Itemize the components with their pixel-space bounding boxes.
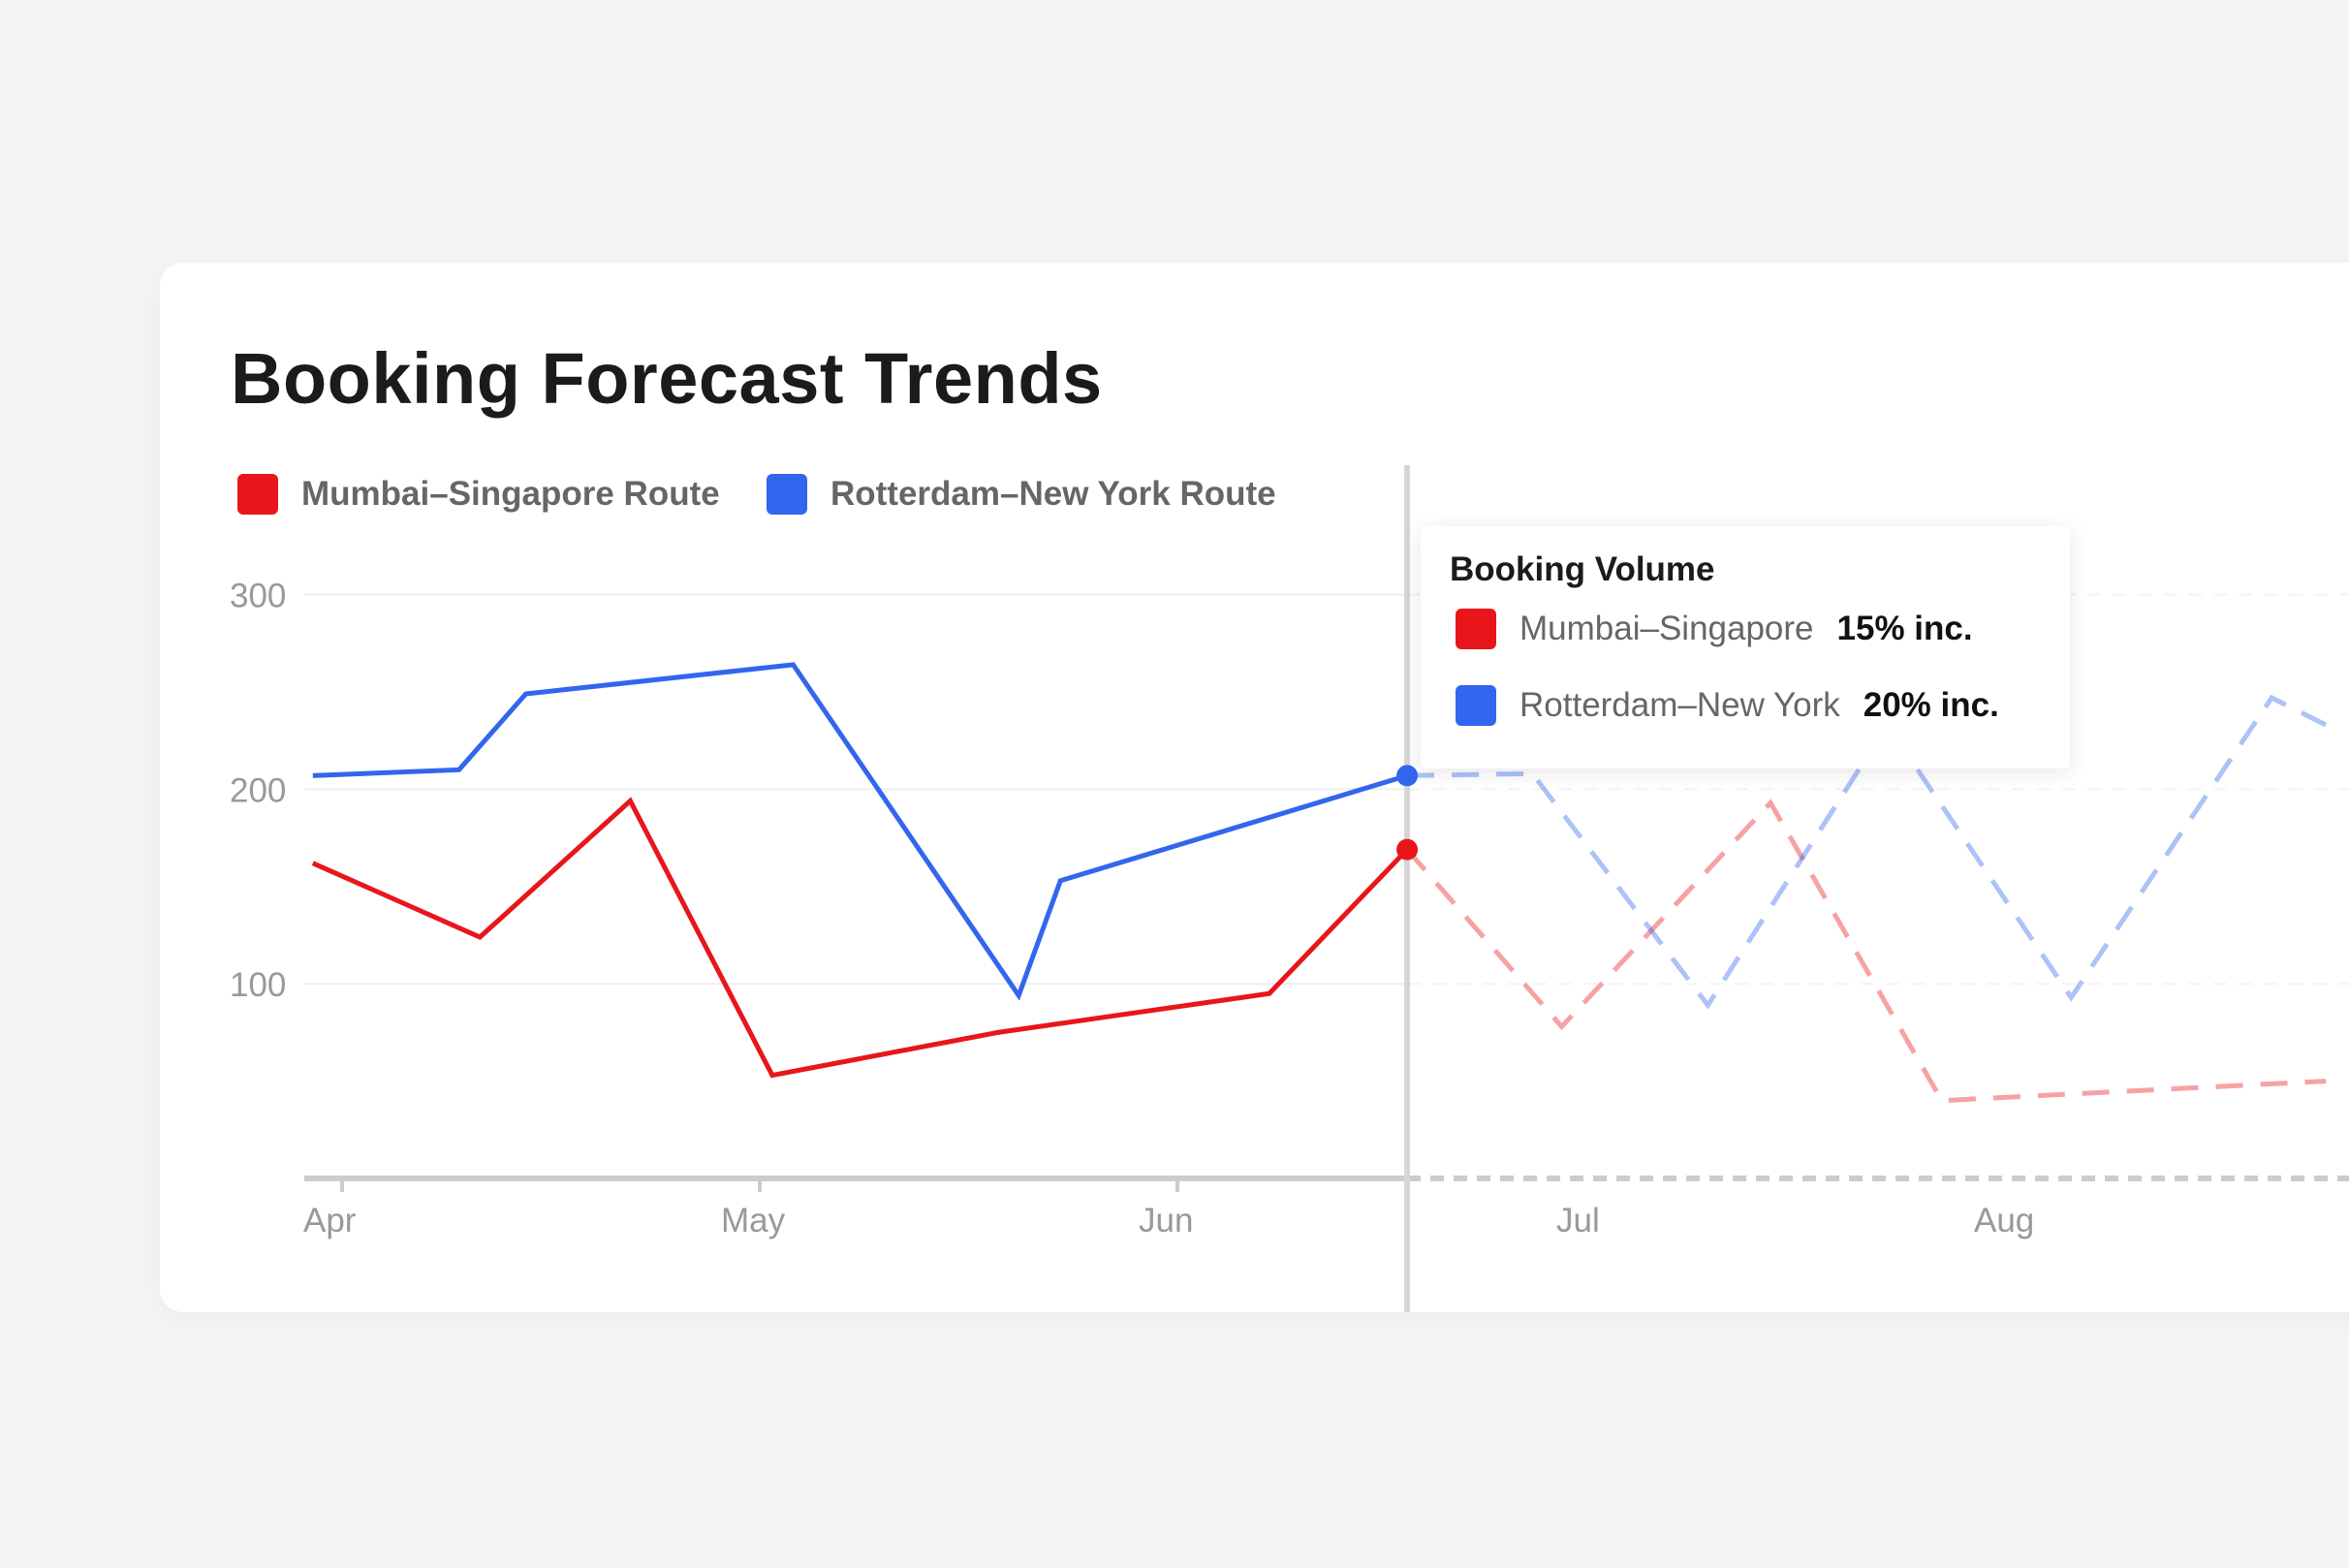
tooltip-series-value-0: 15% inc.: [1836, 610, 1973, 647]
tooltip-title: Booking Volume: [1450, 550, 1715, 588]
legend-item-mumbai-singapore[interactable]: Mumbai–Singapore Route: [237, 471, 720, 517]
y-tick-label-300: 300: [230, 578, 286, 615]
tooltip-series-name-0: Mumbai–Singapore: [1519, 610, 1814, 647]
legend-swatch-mumbai-singapore: [237, 474, 278, 515]
x-tick-label-apr: Apr: [303, 1202, 357, 1239]
x-tick-label-jun: Jun: [1139, 1202, 1193, 1239]
legend-label-rotterdam-new-york: Rotterdam–New York Route: [830, 475, 1276, 513]
y-tick-label-200: 200: [230, 771, 286, 809]
legend-label-mumbai-singapore: Mumbai–Singapore Route: [301, 475, 720, 513]
legend-item-rotterdam-new-york[interactable]: Rotterdam–New York Route: [767, 471, 1276, 517]
y-tick-label-100: 100: [230, 966, 286, 1004]
series-forecast-line-mumbai-singapore-route: [1405, 799, 2327, 1104]
tooltip-row-1: Rotterdam–New York 20% inc.: [1456, 684, 1999, 727]
series-line-mumbai-singapore-route: [311, 797, 1409, 1079]
x-tick-label-may: May: [721, 1202, 786, 1239]
tooltip-swatch-1: [1456, 685, 1496, 726]
x-tick-label-jul: Jul: [1556, 1202, 1600, 1239]
tooltip-swatch-0: [1456, 609, 1496, 649]
chart-title: Booking Forecast Trends: [231, 338, 1103, 419]
tooltip-series-value-1: 20% inc.: [1863, 686, 1999, 724]
tooltip-series-name-1: Rotterdam–New York: [1519, 686, 1840, 724]
series-forecast-line-rotterdam-new-york-route: [1407, 694, 2328, 1010]
chart-card: [160, 263, 2349, 1312]
tooltip-panel: Booking Volume Mumbai–Singapore 15% inc. R…: [1421, 526, 2070, 768]
series-line-rotterdam-new-york-route: [312, 662, 1408, 1001]
data-point-mumbai-singapore-route: [1396, 838, 1419, 861]
data-point-rotterdam-new-york-route: [1396, 765, 1419, 787]
tooltip-row-0: Mumbai–Singapore 15% inc.: [1456, 608, 1973, 650]
legend-swatch-rotterdam-new-york: [767, 474, 807, 515]
x-tick-label-aug: Aug: [1974, 1202, 2034, 1239]
